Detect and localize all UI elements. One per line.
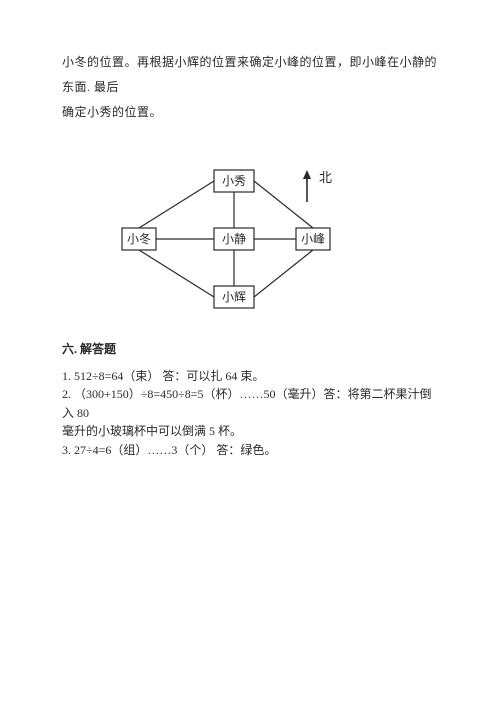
diagram-svg: 小秀小静 小冬 小峰小辉 北 bbox=[102, 148, 362, 328]
diagram-edge bbox=[254, 181, 313, 228]
svg-text:小冬: 小冬 bbox=[127, 231, 151, 246]
diagram-node-huihui: 小辉 bbox=[214, 286, 254, 308]
diagram-node-xiuxiu: 小秀 bbox=[214, 170, 254, 192]
svg-text:小静: 小静 bbox=[222, 232, 246, 246]
diagram-node-dongdong: 小冬 bbox=[122, 228, 156, 250]
answer-line: 1. 512÷8=64（束） 答：可以扎 64 束。 bbox=[62, 367, 438, 386]
answers-block: 1. 512÷8=64（束） 答：可以扎 64 束。 2. （300+150）÷… bbox=[62, 367, 438, 460]
diagram-node-jingjing: 小静 bbox=[214, 228, 254, 250]
diagram-edge bbox=[139, 250, 214, 297]
compass-label: 北 bbox=[319, 170, 332, 185]
intro-line: 小冬的位置。再根据小辉的位置来确定小峰的位置，即小峰在小静的东面. 最后 bbox=[62, 50, 438, 100]
svg-text:小秀: 小秀 bbox=[222, 174, 246, 188]
answer-line: 3. 27÷4=6（组）……3（个） 答：绿色。 bbox=[62, 441, 438, 460]
compass-arrow-head bbox=[303, 170, 311, 179]
page-content: 小冬的位置。再根据小辉的位置来确定小峰的位置，即小峰在小静的东面. 最后 确定小… bbox=[0, 0, 500, 460]
intro-paragraph: 小冬的位置。再根据小辉的位置来确定小峰的位置，即小峰在小静的东面. 最后 确定小… bbox=[62, 50, 438, 126]
answer-line: 2. （300+150）÷8=450÷8=5（杯）……50（毫升）答：将第二杯果… bbox=[62, 385, 438, 422]
diagram-edge bbox=[139, 181, 214, 228]
svg-text:小辉: 小辉 bbox=[222, 290, 246, 304]
diagram-node-fengfeng: 小峰 bbox=[296, 228, 330, 250]
diagram-edge bbox=[254, 250, 313, 297]
intro-line: 确定小秀的位置。 bbox=[62, 100, 438, 125]
answer-line: 毫升的小玻璃杯中可以倒满 5 杯。 bbox=[62, 422, 438, 441]
section-title: 六. 解答题 bbox=[62, 340, 438, 357]
svg-text:小峰: 小峰 bbox=[301, 232, 325, 246]
position-diagram: 小秀小静 小冬 小峰小辉 北 bbox=[102, 148, 438, 328]
document-page: 小冬的位置。再根据小辉的位置来确定小峰的位置，即小峰在小静的东面. 最后 确定小… bbox=[0, 0, 500, 707]
